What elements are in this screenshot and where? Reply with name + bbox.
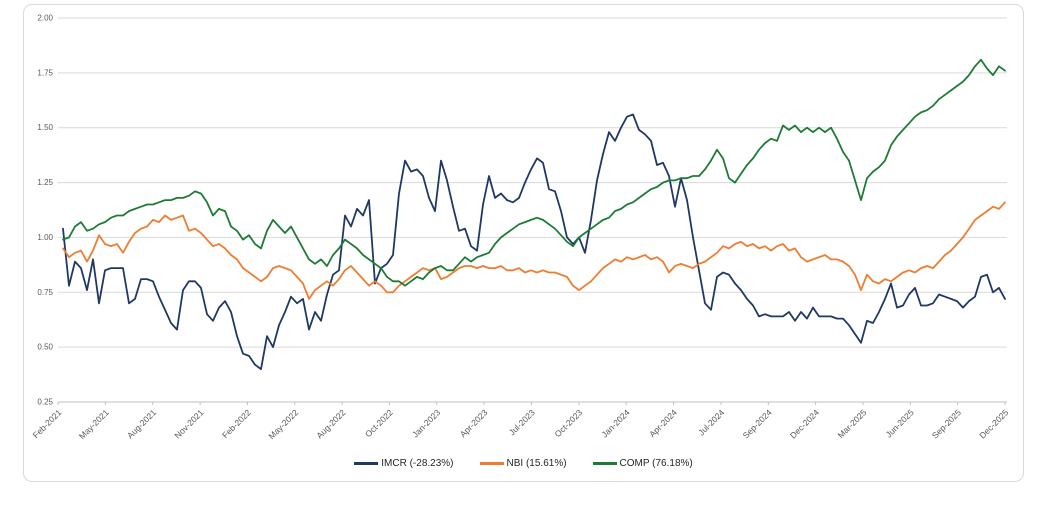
x-tick-label: Dec-2025 <box>977 407 1010 440</box>
x-tick-label: Dec-2024 <box>788 407 821 440</box>
legend-swatch-nbi <box>479 461 504 465</box>
x-tick-label: Jan-2024 <box>599 407 631 439</box>
x-tick-label: Jun-2025 <box>884 407 916 439</box>
x-tick-label: Oct-2023 <box>553 407 585 439</box>
x-tick-label: May-2021 <box>77 407 111 441</box>
x-tick-label: Nov-2021 <box>172 407 205 440</box>
x-tick-label: Jan-2023 <box>410 407 442 439</box>
x-tick-label: Oct-2022 <box>363 407 395 439</box>
x-tick-label: Sep-2024 <box>741 407 774 440</box>
series-line-comp <box>62 58 1006 287</box>
x-tick-label: May-2022 <box>266 407 300 441</box>
x-tick-label: Apr-2024 <box>647 407 679 439</box>
y-axis-tick-labels: 2.00 1.75 1.50 1.25 1.00 0.75 0.50 0.25 <box>37 14 53 407</box>
series-line-nbi <box>62 201 1006 300</box>
legend-item-nbi: NBI (15.61%) <box>479 457 567 469</box>
x-tick-label: Jul-2023 <box>507 407 537 437</box>
x-tick-label: Feb-2021 <box>31 407 64 440</box>
chart-frame: 2.00 1.75 1.50 1.25 1.00 0.75 0.50 0.25 Feb-202… <box>23 4 1024 482</box>
x-tick-label: Aug-2022 <box>314 407 347 440</box>
series-line-imcr <box>62 113 1006 371</box>
legend-swatch-comp <box>592 461 617 465</box>
series-lines <box>62 58 1006 371</box>
y-tick-label: 1.25 <box>37 178 53 187</box>
y-tick-label: 1.00 <box>37 233 53 242</box>
y-tick-label: 0.25 <box>37 398 53 407</box>
y-tick-label: 0.50 <box>37 343 53 352</box>
x-tick-label: Aug-2021 <box>125 407 158 440</box>
x-axis: Feb-2021 May-2021 Aug-2021 Nov-2021 Feb-2022… <box>31 401 1011 441</box>
x-tick-label: Feb-2022 <box>220 407 253 440</box>
y-tick-label: 1.75 <box>37 68 53 77</box>
y-tick-label: 2.00 <box>37 14 53 23</box>
x-tick-label: Apr-2023 <box>458 407 490 439</box>
legend-item-imcr: IMCR (-28.23%) <box>354 457 454 469</box>
legend-item-comp: COMP (76.18%) <box>592 457 693 469</box>
gridlines <box>58 17 1007 348</box>
x-tick-label: Sep-2025 <box>930 407 963 440</box>
legend-label-comp: COMP (76.18%) <box>619 457 693 469</box>
legend-label-imcr: IMCR (-28.23%) <box>381 457 454 469</box>
x-tick-label: Mar-2025 <box>836 407 869 440</box>
x-tick-label: Jul-2024 <box>696 407 726 437</box>
chart-legend: IMCR (-28.23%) NBI (15.61%) COMP (76.18%) <box>24 453 1023 473</box>
y-tick-label: 1.50 <box>37 123 53 132</box>
y-tick-label: 0.75 <box>37 288 53 297</box>
legend-swatch-imcr <box>354 461 379 465</box>
legend-label-nbi: NBI (15.61%) <box>506 457 567 469</box>
